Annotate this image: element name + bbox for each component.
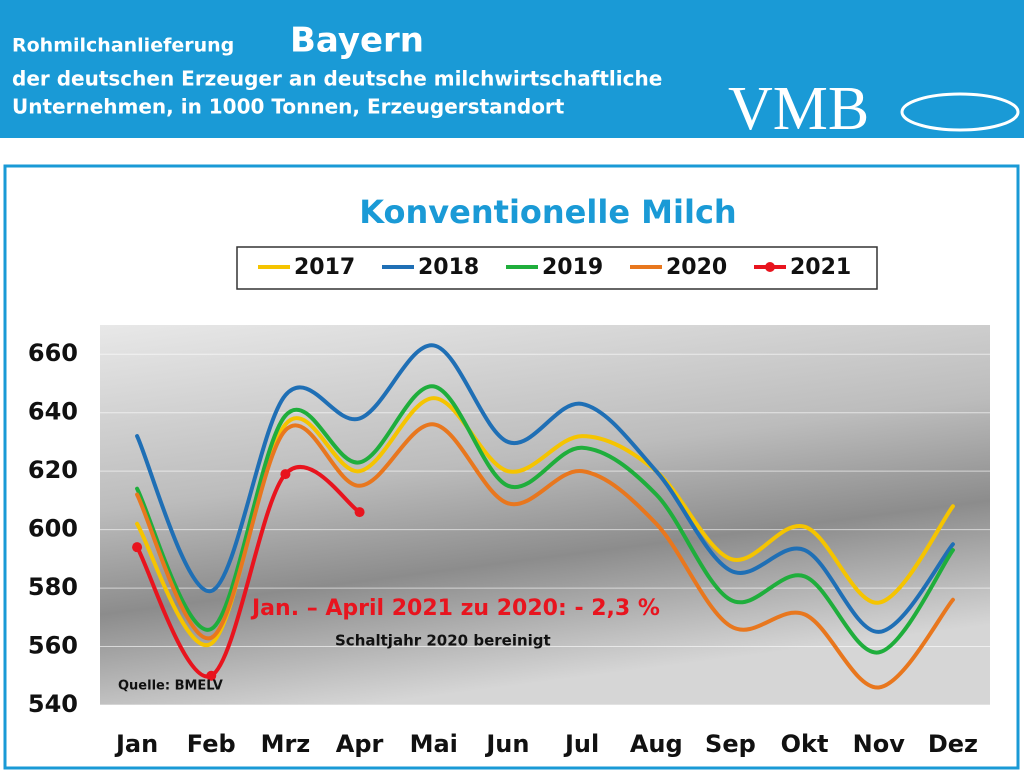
x-tick-label: Jan	[114, 730, 158, 758]
annotation: Schaltjahr 2020 bereinigt	[335, 632, 551, 650]
x-tick-label: Feb	[187, 730, 236, 758]
x-tick-label: Sep	[705, 730, 756, 758]
x-tick-label: Aug	[630, 730, 683, 758]
x-tick-label: Mrz	[261, 730, 311, 758]
series-line	[135, 343, 955, 634]
header-line: Rohmilchanlieferung	[12, 35, 234, 57]
x-tick-label: Okt	[781, 730, 829, 758]
y-tick-label: 580	[28, 573, 78, 601]
annotation: Jan. – April 2021 zu 2020: - 2,3 %	[250, 596, 660, 621]
y-tick-label: 540	[28, 690, 78, 718]
logo: VMB	[728, 75, 869, 143]
y-tick-label: 560	[28, 632, 78, 660]
header-region: Bayern	[290, 21, 424, 61]
x-tick-label: Jul	[563, 730, 599, 758]
legend-label: 2019	[542, 255, 603, 280]
point	[280, 469, 291, 480]
legend-label: 2020	[666, 255, 727, 280]
x-tick-label: Mai	[410, 730, 458, 758]
legend-label: 2018	[418, 255, 479, 280]
point	[132, 542, 143, 553]
x-tick-label: Dez	[928, 730, 978, 758]
chart-title: Konventionelle Milch	[359, 193, 736, 231]
source: Quelle: BMELV	[118, 679, 223, 694]
x-tick-label: Apr	[336, 730, 384, 758]
series-line	[135, 384, 955, 655]
y-tick-label: 600	[28, 515, 78, 543]
legend-marker	[765, 262, 775, 272]
y-tick-label: 660	[28, 339, 78, 367]
legend-label: 2017	[294, 255, 355, 280]
header-line: Unternehmen, in 1000 Tonnen, Erzeugersta…	[12, 95, 565, 119]
y-tick-label: 620	[28, 456, 78, 484]
header-band	[0, 0, 1024, 138]
header-line: der deutschen Erzeuger an deutsche milch…	[12, 67, 662, 91]
point	[354, 507, 365, 518]
x-tick-label: Nov	[853, 730, 906, 758]
series-line	[135, 422, 955, 690]
plot-area	[100, 325, 990, 705]
y-tick-label: 640	[28, 398, 78, 426]
legend-label: 2021	[790, 255, 851, 280]
logo-swirl	[900, 92, 1020, 132]
point	[206, 670, 217, 681]
x-tick-label: Jun	[484, 730, 529, 758]
series-line	[135, 464, 362, 679]
